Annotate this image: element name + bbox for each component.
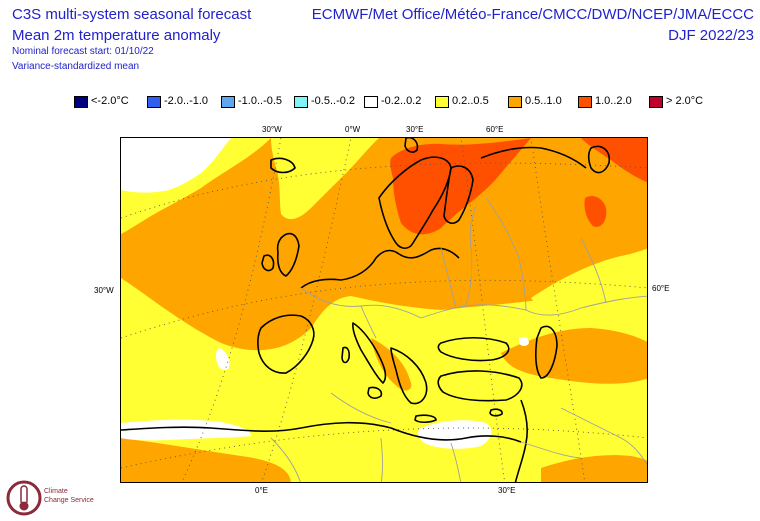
coast-europe-west — [300, 247, 460, 289]
tick-label-top: 60°E — [486, 125, 504, 134]
legend-swatch — [578, 96, 592, 108]
title-system: C3S multi-system seasonal forecast — [12, 6, 252, 23]
coast-svalbard — [404, 138, 419, 153]
anomaly-map — [120, 137, 648, 483]
anomaly-white-greenland — [121, 138, 231, 193]
legend-swatch — [435, 96, 449, 108]
coast-iceland — [270, 157, 296, 174]
copernicus-logo: Climate Change Service — [4, 476, 114, 520]
legend-label: -1.0..-0.5 — [238, 95, 283, 107]
map-canvas — [121, 138, 647, 482]
graticule — [121, 138, 647, 482]
coastlines — [121, 138, 611, 482]
coast-iberia — [257, 314, 315, 374]
title-season: DJF 2022/23 — [668, 27, 754, 44]
coast-balkans-greece — [390, 347, 428, 405]
coast-turkey — [437, 370, 523, 402]
coast-finland — [443, 165, 474, 225]
anomaly-white-iberia-coast — [215, 348, 230, 371]
legend-swatch — [364, 96, 378, 108]
coast-scandinavia — [378, 156, 452, 250]
anomaly-orange-balkans — [371, 338, 412, 391]
anomaly-yellow-eastern — [531, 248, 647, 308]
legend-swatch — [508, 96, 522, 108]
logo-text-line1: Climate — [44, 488, 68, 495]
tick-label-top: 30°E — [406, 125, 424, 134]
tick-label-bottom: 30°E — [498, 486, 516, 495]
anomaly-orange-middle-east — [541, 455, 647, 482]
title-start-date: Nominal forecast start: 01/10/22 — [12, 46, 154, 57]
anomaly-white-libya — [418, 420, 492, 449]
anomaly-yellow-greenland-sea — [271, 138, 379, 220]
legend-label: -0.2..0.2 — [381, 95, 422, 107]
legend-label: -0.5..-0.2 — [311, 95, 356, 107]
anomaly-redorange-scandinavia — [390, 138, 531, 235]
legend-label: <-2.0°C — [91, 95, 129, 107]
coast-black-sea — [437, 337, 510, 362]
anomaly-orange-sahara — [121, 438, 291, 482]
country-borders — [270, 197, 647, 482]
legend-swatch — [294, 96, 308, 108]
coast-levant — [514, 399, 528, 482]
legend-swatch — [147, 96, 161, 108]
tick-label-bottom: 0°E — [255, 486, 268, 495]
coast-uk — [276, 232, 300, 277]
legend-label: 0.5..1.0 — [525, 95, 562, 107]
coast-italy — [352, 322, 387, 384]
coast-novaya-zemlya — [587, 145, 611, 174]
legend-label: -2.0..-1.0 — [164, 95, 209, 107]
logo-text-line2: Change Service — [44, 497, 94, 504]
anomaly-redorange-arctic-east — [581, 138, 647, 183]
title-centres: ECMWF/Met Office/Météo-France/CMCC/DWD/N… — [311, 6, 754, 23]
coast-caspian — [535, 325, 558, 379]
tick-label-right: 60°E — [652, 284, 670, 293]
coast-sicily — [367, 386, 383, 399]
legend-swatch — [221, 96, 235, 108]
anomaly-white-north-africa-coast — [121, 419, 251, 441]
tick-label-left: 30°W — [94, 286, 114, 295]
tick-label-top: 0°W — [345, 125, 361, 134]
title-method: Variance-standardized mean — [12, 61, 140, 72]
coast-crete — [414, 414, 437, 424]
coast-ireland — [261, 254, 275, 272]
tick-label-top: 30°W — [262, 125, 282, 134]
thermometer-logo-icon — [6, 480, 42, 516]
coast-corsica-sardinia — [341, 346, 350, 364]
legend-label: 0.2..0.5 — [452, 95, 489, 107]
coast-russia-arctic — [480, 146, 587, 169]
coast-north-africa — [121, 421, 522, 443]
coast-cyprus — [489, 408, 503, 417]
title-variable: Mean 2m temperature anomaly — [12, 27, 221, 44]
legend-swatch — [649, 96, 663, 108]
legend-label: > 2.0°C — [666, 95, 704, 107]
legend-swatch — [74, 96, 88, 108]
anomaly-redorange-urals — [584, 196, 607, 227]
anomaly-white-caspian — [519, 336, 529, 346]
legend-label: 1.0..2.0 — [595, 95, 632, 107]
